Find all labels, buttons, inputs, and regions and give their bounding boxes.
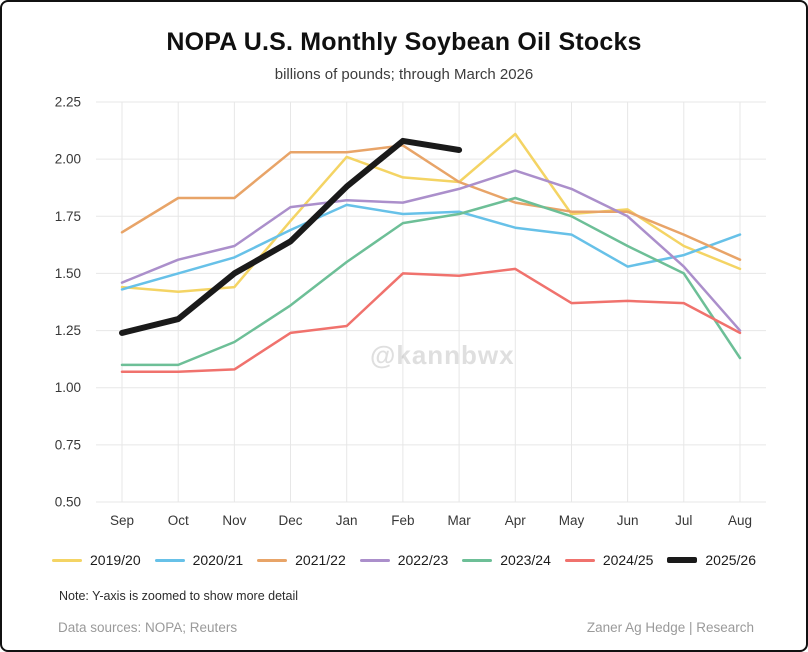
- legend-label: 2023/24: [500, 552, 551, 568]
- legend-item-2020-21: 2020/21: [154, 552, 244, 568]
- legend-item-2024-25: 2024/25: [564, 552, 654, 568]
- x-tick-label: Dec: [278, 513, 302, 528]
- legend-label: 2022/23: [397, 552, 449, 568]
- y-tick-label: 2.25: [55, 95, 81, 110]
- legend-label: 2020/21: [192, 552, 244, 568]
- legend-item-2025-26: 2025/26: [667, 552, 756, 568]
- x-tick-label: Jul: [675, 513, 692, 528]
- x-tick-label: Sep: [110, 513, 134, 528]
- series-line-2025-26: [119, 137, 463, 336]
- legend-label: 2021/22: [295, 552, 346, 568]
- line-chart: 0.50 0.75 1.00 1.25 1.50 1.75 2.00 2.25 Sep Oct No…: [55, 95, 766, 528]
- y-tick-label: 0.50: [55, 495, 81, 510]
- legend-swatch-icon: [52, 558, 82, 562]
- chart-title: NOPA U.S. Monthly Soybean Oil Stocks: [166, 28, 642, 56]
- y-tick-label: 1.25: [55, 323, 81, 338]
- x-tick-label: Jan: [336, 513, 358, 528]
- legend-item-2021-22: 2021/22: [257, 552, 346, 568]
- y-tick-label: 1.50: [55, 266, 81, 281]
- legend-item-2023-24: 2023/24: [462, 552, 551, 568]
- series-line-2022-23: [120, 169, 742, 332]
- x-tick-label: May: [559, 513, 585, 528]
- legend-swatch-icon: [462, 558, 493, 562]
- data-sources-text: Data sources: NOPA; Reuters: [58, 620, 238, 635]
- y-tick-label: 2.00: [55, 152, 81, 167]
- series-line-2021-22: [120, 144, 742, 261]
- series-line-2023-24: [120, 196, 742, 367]
- legend-swatch-icon: [564, 558, 595, 562]
- chart-subtitle: billions of pounds; through March 2026: [274, 66, 534, 83]
- legend-label: 2024/25: [602, 552, 654, 568]
- chart-legend: 2019/20 2020/21 2021/22 2022/23 2023/24 2024/…: [2, 545, 806, 575]
- legend-swatch-icon: [257, 558, 288, 562]
- legend-label: 2025/26: [705, 552, 756, 568]
- x-tick-label: Jun: [617, 513, 639, 528]
- x-tick-label: Nov: [222, 513, 246, 528]
- x-tick-label: Mar: [447, 513, 471, 528]
- legend-swatch-icon: [154, 558, 185, 562]
- y-tick-label: 0.75: [55, 437, 81, 452]
- legend-label: 2019/20: [90, 552, 141, 568]
- legend-swatch-icon: [359, 558, 390, 562]
- attribution-text: Zaner Ag Hedge | Research: [586, 620, 754, 635]
- x-tick-label: Apr: [505, 513, 527, 528]
- legend-swatch-icon: [667, 557, 698, 563]
- x-tick-label: Oct: [168, 513, 189, 528]
- series-line-2020-21: [120, 203, 742, 291]
- x-tick-label: Aug: [728, 513, 752, 528]
- legend-item-2022-23: 2022/23: [359, 552, 449, 568]
- y-tick-label: 1.00: [55, 380, 81, 395]
- y-tick-label: 1.75: [55, 209, 81, 224]
- x-tick-label: Feb: [391, 513, 414, 528]
- legend-item-2019-20: 2019/20: [52, 552, 141, 568]
- series-line-2024-25: [120, 267, 742, 373]
- note-text: Note: Y-axis is zoomed to show more deta…: [59, 589, 299, 603]
